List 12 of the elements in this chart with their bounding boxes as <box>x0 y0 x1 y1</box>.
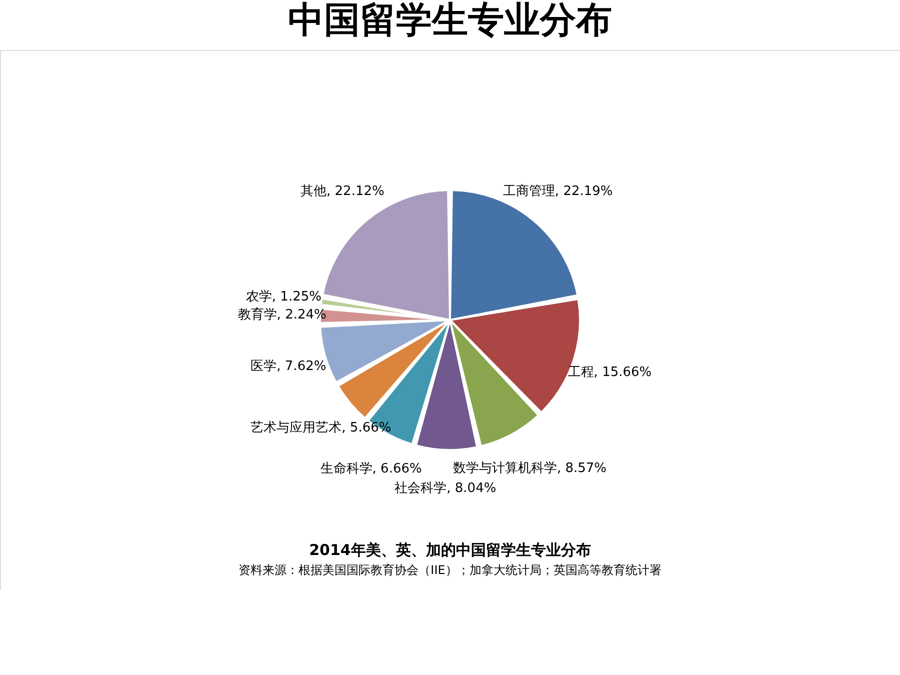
slice-label: 农学, 1.25% <box>246 289 322 304</box>
slice-label: 教育学, 2.24% <box>238 306 326 323</box>
text: 资料来源：根据美国国际教育协会（IIE）；加拿大统计局；英国高等教育统计署 <box>238 563 662 577</box>
slice-label: 其他, 22.12% <box>300 184 384 199</box>
slice-label: 社会科学, 8.04% <box>394 480 496 496</box>
slice-label: 生命科学, 6.66% <box>320 461 422 476</box>
slice-label: 医学, 7.62% <box>250 359 326 374</box>
slice-label: 数学与计算机科学, 8.57% <box>452 460 607 476</box>
text: 2014年美、英、加的中国留学生专业分布 <box>309 541 591 559</box>
slice-label: 工商管理, 22.19% <box>502 184 613 200</box>
slice-label: 工程, 15.66% <box>568 365 652 380</box>
chart-title: 中国留学生专业分布 <box>288 0 612 41</box>
